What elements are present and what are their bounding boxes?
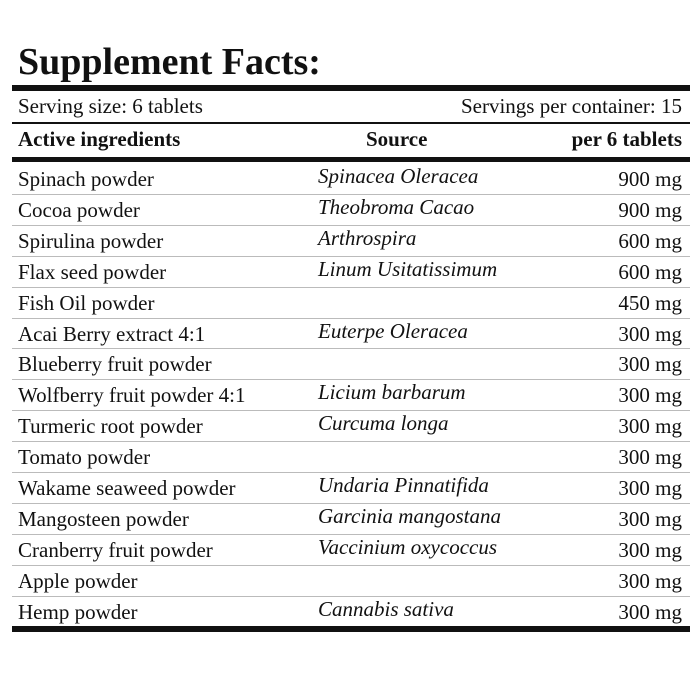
column-header: Source (366, 127, 428, 151)
row-divider (12, 502, 690, 504)
ingredient-source: Theobroma Cacao (318, 194, 475, 219)
ingredient-amount: 300 mg (618, 537, 682, 562)
ingredient-amount: 900 mg (618, 197, 682, 222)
row-divider (12, 533, 690, 535)
column-header: per 6 tablets (571, 127, 682, 151)
ingredient-amount: 900 mg (618, 167, 682, 191)
ingredient-name: Apple powder (18, 568, 138, 593)
ingredient-amount: 300 mg (618, 506, 682, 531)
column-header: Active ingredients (18, 127, 181, 151)
serving-size: Serving size: 6 tablets (18, 94, 203, 118)
row-divider (12, 410, 690, 412)
ingredient-source: Curcuma longa (318, 411, 449, 436)
row-divider (12, 286, 690, 288)
rule (12, 157, 690, 162)
ingredient-amount: 300 mg (618, 445, 682, 470)
ingredient-amount: 300 mg (618, 414, 682, 439)
row-divider (12, 595, 690, 597)
row-divider (12, 255, 690, 257)
ingredient-source: Cannabis sativa (318, 596, 454, 621)
ingredient-name: Spirulina powder (18, 228, 164, 253)
ingredient-name: Fish Oil powder (18, 290, 155, 315)
ingredient-source: Arthrospira (318, 225, 417, 250)
ingredient-amount: 300 mg (618, 321, 682, 346)
ingredient-name: Cocoa powder (18, 197, 140, 222)
rule (12, 85, 690, 91)
row-divider (12, 224, 690, 226)
rule (12, 626, 690, 632)
ingredient-source: Undaria Pinnatifida (318, 473, 489, 497)
ingredient-name: Mangosteen powder (18, 506, 189, 531)
ingredient-name: Tomato powder (18, 445, 151, 470)
ingredient-source: Euterpe Oleracea (318, 318, 468, 343)
row-divider (12, 348, 690, 350)
row-divider (12, 564, 690, 566)
row-divider (12, 317, 690, 319)
servings-per-container: Servings per container: 15 (460, 94, 682, 118)
ingredient-name: Wakame seaweed powder (18, 476, 236, 500)
title: Supplement Facts: (18, 41, 321, 83)
ingredient-amount: 300 mg (618, 476, 682, 500)
ingredient-name: Wolfberry fruit powder 4:1 (18, 383, 246, 408)
ingredient-name: Acai Berry extract 4:1 (18, 321, 206, 346)
ingredient-name: Blueberry fruit powder (18, 352, 212, 377)
ingredient-name: Flax seed powder (18, 259, 167, 284)
row-divider (12, 379, 690, 381)
ingredient-amount: 300 mg (618, 599, 682, 624)
ingredient-source: Linum Usitatissimum (318, 256, 498, 281)
ingredient-source: Licium barbarum (318, 380, 466, 405)
ingredient-name: Spinach powder (18, 167, 154, 191)
ingredient-source: Spinacea Oleracea (318, 164, 479, 188)
ingredient-source: Garcinia mangostana (318, 503, 501, 528)
row-divider (12, 193, 690, 195)
ingredient-amount: 450 mg (618, 290, 682, 315)
ingredient-amount: 600 mg (618, 228, 682, 253)
rule (12, 122, 690, 124)
ingredient-amount: 300 mg (618, 383, 682, 408)
ingredient-amount: 300 mg (618, 568, 682, 593)
ingredient-name: Cranberry fruit powder (18, 537, 213, 562)
ingredient-name: Hemp powder (18, 599, 138, 624)
ingredient-source: Vaccinium oxycoccus (318, 534, 498, 559)
ingredient-name: Turmeric root powder (18, 414, 203, 439)
row-divider (12, 441, 690, 443)
row-divider (12, 472, 690, 473)
ingredient-amount: 600 mg (618, 259, 682, 284)
ingredient-amount: 300 mg (618, 352, 682, 377)
